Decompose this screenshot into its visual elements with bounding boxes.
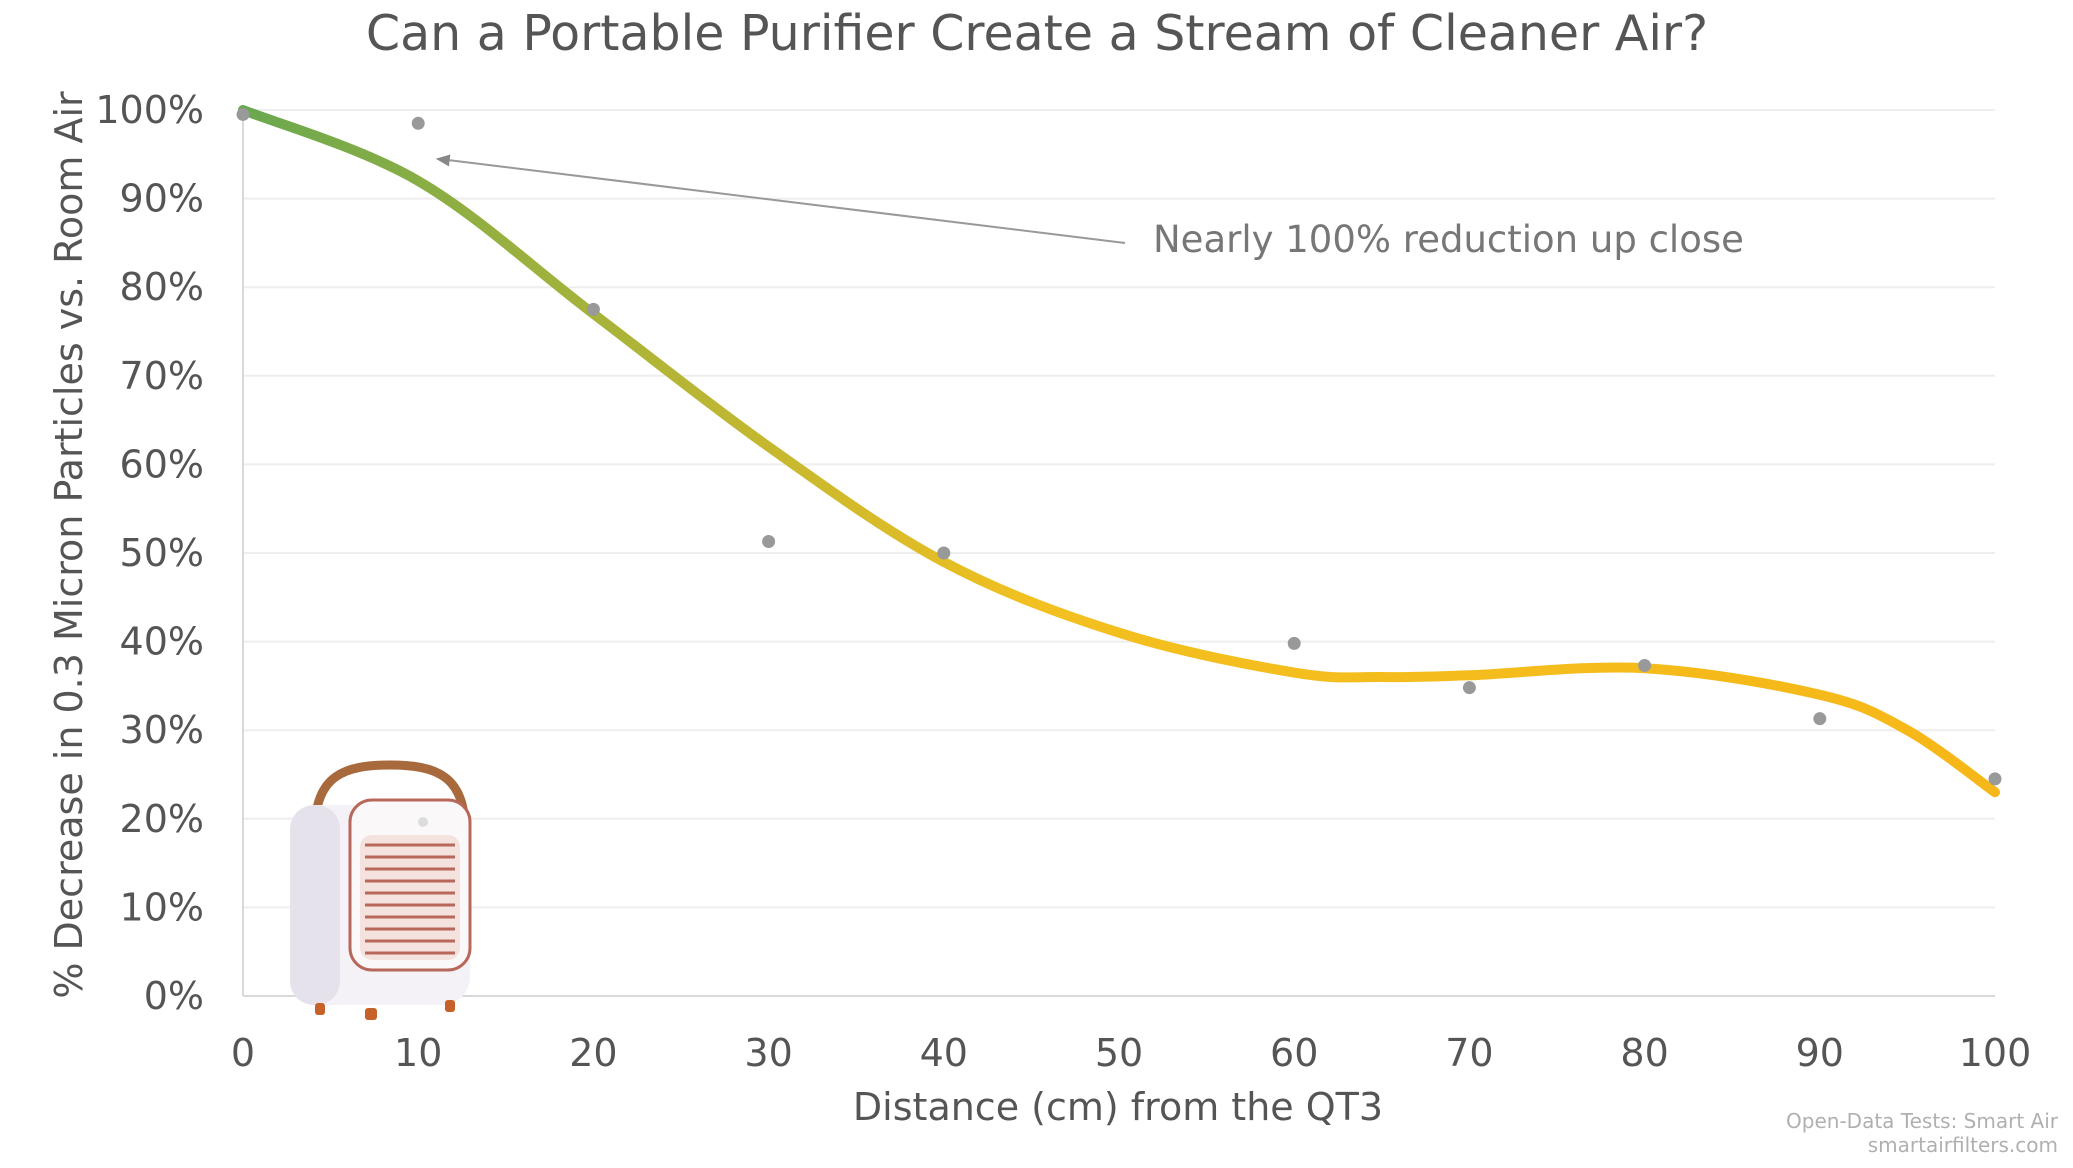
data-point <box>762 534 776 548</box>
data-point <box>1287 636 1301 650</box>
y-tick-label: 40% <box>120 620 204 664</box>
data-point <box>1638 659 1652 673</box>
annotation-arrow <box>445 158 1126 244</box>
data-point <box>1462 681 1476 695</box>
annotation-text: Nearly 100% reduction up close <box>1153 218 1744 261</box>
axes <box>242 110 1995 997</box>
trend-line <box>238 105 2000 798</box>
data-point <box>1813 712 1827 726</box>
x-tick-label: 80 <box>1620 1031 1668 1075</box>
x-tick-label: 0 <box>231 1031 255 1075</box>
y-tick-label: 60% <box>120 442 204 486</box>
source-line-1: Open-Data Tests: Smart Air <box>1786 1109 2059 1133</box>
x-tick-label: 60 <box>1270 1031 1318 1075</box>
y-tick-label: 100% <box>95 88 204 132</box>
annotation-arrowhead <box>435 154 451 167</box>
x-tick-labels: 0 10 20 30 40 50 60 70 80 90 100 <box>231 1031 2031 1075</box>
y-tick-label: 0% <box>144 974 204 1018</box>
y-axis-label: % Decrease in 0.3 Micron Particles vs. R… <box>47 91 91 999</box>
x-tick-label: 70 <box>1445 1031 1493 1075</box>
x-tick-label: 90 <box>1796 1031 1844 1075</box>
data-point <box>1988 772 2002 786</box>
x-tick-label: 50 <box>1095 1031 1143 1075</box>
data-point <box>937 546 951 560</box>
y-tick-label: 10% <box>120 885 204 929</box>
y-tick-label: 70% <box>120 354 204 398</box>
source-line-2: smartairfilters.com <box>1868 1133 2058 1157</box>
y-tick-labels: 0% 10% 20% 30% 40% 50% 60% 70% 80% 90% 100% <box>95 88 204 1018</box>
y-tick-label: 80% <box>120 265 204 309</box>
grid <box>243 109 1995 909</box>
data-point <box>236 107 250 121</box>
x-tick-label: 30 <box>744 1031 792 1075</box>
y-tick-label: 30% <box>120 708 204 752</box>
portable-air-purifier-icon <box>290 760 472 1020</box>
chart-title: Can a Portable Purifier Create a Stream … <box>366 5 1708 62</box>
x-tick-label: 100 <box>1959 1031 2032 1075</box>
x-axis-label: Distance (cm) from the QT3 <box>853 1085 1383 1129</box>
data-points <box>236 107 2002 786</box>
x-tick-label: 40 <box>920 1031 968 1075</box>
y-tick-label: 50% <box>120 531 204 575</box>
data-point <box>411 116 425 130</box>
x-tick-label: 10 <box>394 1031 442 1075</box>
y-tick-label: 20% <box>120 797 204 841</box>
data-point <box>586 302 600 316</box>
x-tick-label: 20 <box>569 1031 617 1075</box>
y-tick-label: 90% <box>120 177 204 221</box>
